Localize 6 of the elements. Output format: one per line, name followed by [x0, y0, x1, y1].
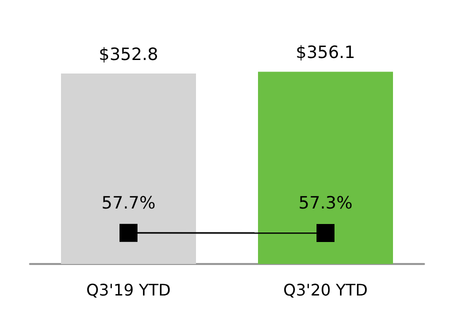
- x-tick-label: Q3'19 YTD: [86, 280, 171, 300]
- data-label: $352.8: [98, 44, 158, 65]
- data-label: $356.1: [296, 43, 356, 64]
- x-tick-label: Q3'20 YTD: [283, 280, 368, 300]
- data-label: 57.3%: [298, 194, 353, 214]
- data-label: 57.7%: [101, 193, 156, 214]
